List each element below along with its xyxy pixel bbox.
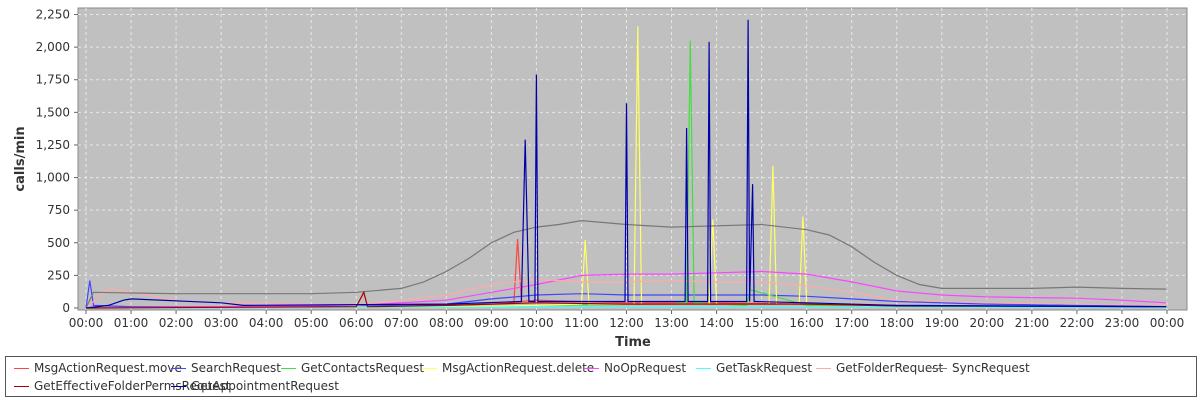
x-tick-label: 09:00 xyxy=(474,316,509,330)
gridlines xyxy=(78,8,1187,310)
x-tick-label: 06:00 xyxy=(339,316,374,330)
chart-legend: MsgActionRequest.move SearchRequest GetCon… xyxy=(5,356,1197,397)
x-tick-label: 04:00 xyxy=(249,316,284,330)
plot-area xyxy=(77,7,1188,311)
series-line-nooprequest xyxy=(85,270,1167,309)
legend-label: GetTaskRequest xyxy=(716,361,813,375)
legend-item: SyncRequest xyxy=(932,359,1030,377)
x-tick-label: 17:00 xyxy=(834,316,869,330)
legend-item: GetTaskRequest xyxy=(696,359,812,377)
x-tick-label: 05:00 xyxy=(294,316,329,330)
legend-item: NoOpRequest xyxy=(584,359,686,377)
x-tick-label: 11:00 xyxy=(564,316,599,330)
x-tick-label: 07:00 xyxy=(384,316,419,330)
x-tick-label: 16:00 xyxy=(789,316,824,330)
legend-label: GetFolderRequest xyxy=(836,361,944,375)
legend-swatch xyxy=(171,367,186,369)
legend-label: SearchRequest xyxy=(191,361,281,375)
legend-label: NoOpRequest xyxy=(604,361,687,375)
x-tick-label: 00:00 xyxy=(69,316,104,330)
y-tick-label: 500 xyxy=(47,236,70,250)
y-tick-label: 1,500 xyxy=(36,105,70,119)
y-tick-label: 750 xyxy=(47,203,70,217)
legend-swatch xyxy=(696,367,711,369)
axes: 0 250 500 750 1,000 1,250 1,500 1,750 2,000 2,250… xyxy=(36,8,1185,330)
legend-swatch xyxy=(932,367,947,369)
y-tick-label: 1,750 xyxy=(36,73,70,87)
series-line-searchrequest xyxy=(85,280,1167,309)
legend-label: GetAppointmentRequest xyxy=(191,379,339,393)
series-lines xyxy=(85,19,1167,309)
legend-label: MsgActionRequest.delete xyxy=(442,361,595,375)
legend-item: GetEffectiveFolderPermsRequest xyxy=(14,377,230,395)
x-tick-label: 15:00 xyxy=(744,316,779,330)
line-chart: 0 250 500 750 1,000 1,250 1,500 1,750 2,000 2,250… xyxy=(13,7,1188,350)
y-tick-label: 2,250 xyxy=(36,8,70,22)
y-axis-title: calls/min xyxy=(13,126,28,191)
legend-label: GetContactsRequest xyxy=(301,361,425,375)
x-tick-label: 14:00 xyxy=(699,316,734,330)
series-line-getappointmentrequest xyxy=(85,19,1167,309)
x-tick-label: 23:00 xyxy=(1105,316,1140,330)
legend-item: GetContactsRequest xyxy=(281,359,424,377)
x-tick-label: 01:00 xyxy=(114,316,149,330)
legend-item: SearchRequest xyxy=(171,359,281,377)
legend-swatch xyxy=(281,367,296,369)
x-tick-label: 18:00 xyxy=(879,316,914,330)
x-tick-label: 21:00 xyxy=(1015,316,1050,330)
x-axis-title: Time xyxy=(615,335,651,350)
legend-item: GetFolderRequest xyxy=(816,359,943,377)
legend-item: MsgActionRequest.delete xyxy=(422,359,594,377)
legend-item: MsgActionRequest.move xyxy=(14,359,182,377)
legend-swatch xyxy=(171,385,186,387)
legend-label: MsgActionRequest.move xyxy=(34,361,182,375)
series-line-gettaskrequest xyxy=(85,306,1167,309)
x-tick-label: 00:00 xyxy=(1150,316,1185,330)
y-tick-label: 1,000 xyxy=(36,171,70,185)
legend-label: SyncRequest xyxy=(952,361,1030,375)
x-tick-label: 08:00 xyxy=(429,316,464,330)
series-line-syncrequest xyxy=(85,219,1167,309)
x-tick-label: 22:00 xyxy=(1060,316,1095,330)
y-tick-label: 1,250 xyxy=(36,138,70,152)
y-tick-label: 2,000 xyxy=(36,40,70,54)
x-tick-label: 03:00 xyxy=(204,316,239,330)
x-tick-label: 10:00 xyxy=(519,316,554,330)
legend-swatch xyxy=(584,367,599,369)
legend-swatch xyxy=(816,367,831,369)
x-tick-label: 12:00 xyxy=(609,316,644,330)
legend-swatch xyxy=(422,367,437,369)
legend-swatch xyxy=(14,367,29,369)
legend-swatch xyxy=(14,385,29,387)
x-tick-label: 13:00 xyxy=(654,316,689,330)
x-tick-label: 02:00 xyxy=(159,316,194,330)
legend-label: GetEffectiveFolderPermsRequest xyxy=(34,379,231,393)
y-tick-label: 0 xyxy=(62,301,70,315)
y-tick-label: 250 xyxy=(47,268,70,282)
x-tick-label: 20:00 xyxy=(970,316,1005,330)
legend-item: GetAppointmentRequest xyxy=(171,377,339,395)
x-tick-label: 19:00 xyxy=(924,316,959,330)
series-line-geteffectivefolderpermsrequest xyxy=(85,290,1167,309)
